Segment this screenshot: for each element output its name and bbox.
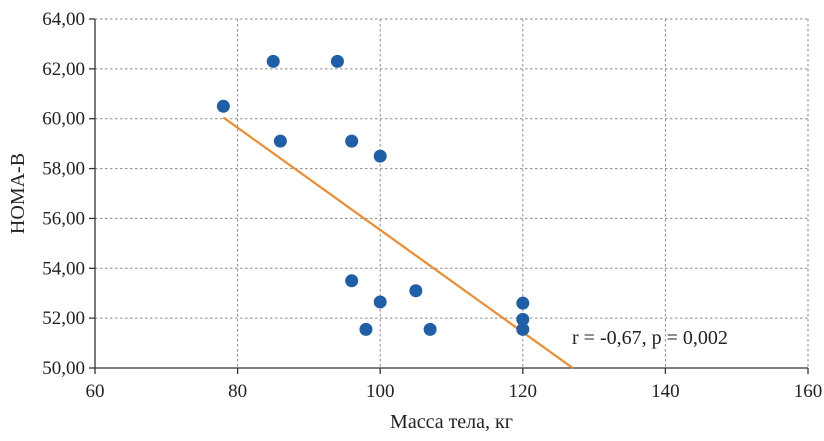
- y-tick-label: 56,00: [42, 208, 85, 229]
- trendline: [222, 116, 574, 369]
- grid-layer: [95, 18, 809, 368]
- points-layer: [216, 54, 530, 336]
- data-point: [273, 134, 287, 148]
- x-tick-label: 140: [651, 381, 680, 402]
- data-point: [516, 312, 530, 326]
- y-tick-label: 58,00: [42, 159, 85, 180]
- y-tick-label: 60,00: [42, 109, 85, 130]
- trendline-layer: [222, 116, 574, 369]
- y-tick-label: 52,00: [42, 308, 85, 329]
- data-point: [373, 295, 387, 309]
- data-point: [516, 322, 530, 336]
- correlation-annotation: r = -0,67, p = 0,002: [572, 327, 728, 349]
- x-tick-label: 60: [86, 381, 105, 402]
- data-point: [409, 284, 423, 298]
- data-point: [345, 274, 359, 288]
- data-point: [359, 322, 373, 336]
- y-tick-label: 54,00: [42, 258, 85, 279]
- y-axis-label: HOMA-B: [7, 153, 29, 234]
- x-tick-label: 100: [366, 381, 395, 402]
- data-point: [216, 99, 230, 113]
- data-point: [423, 322, 437, 336]
- data-point: [330, 54, 344, 68]
- y-tick-label: 62,00: [42, 59, 85, 80]
- data-point: [373, 149, 387, 163]
- data-point: [345, 134, 359, 148]
- y-tick-label: 50,00: [42, 358, 85, 379]
- axes-layer: [94, 19, 808, 369]
- tick-layer: 60 80 100 120 140 160 50,00 52,00 54,00 56,00 58,0…: [42, 9, 822, 402]
- data-point: [266, 54, 280, 68]
- data-point: [516, 296, 530, 310]
- x-tick-label: 160: [794, 381, 823, 402]
- x-axis-label: Масса тела, кг: [390, 411, 513, 433]
- x-tick-label: 80: [228, 381, 247, 402]
- y-tick-label: 64,00: [42, 9, 85, 30]
- x-tick-label: 120: [509, 381, 538, 402]
